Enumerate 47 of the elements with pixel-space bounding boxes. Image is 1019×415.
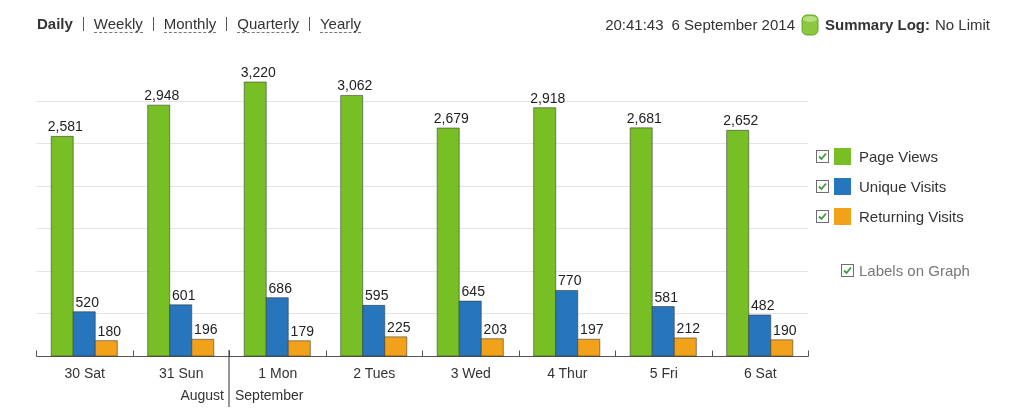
- data-label: 2,652: [723, 112, 759, 129]
- text: Daily: [37, 14, 73, 34]
- text: Weekly: [93, 15, 143, 33]
- data-label: 180: [97, 322, 122, 339]
- data-label: 203: [483, 320, 508, 337]
- data-label: 482: [751, 296, 775, 313]
- text: Summary Log:: [824, 15, 930, 35]
- legend-label: Returning Visits: [859, 207, 964, 225]
- legend-label: Unique Visits: [859, 177, 947, 195]
- data-label: 197: [580, 321, 604, 338]
- data-label: 520: [75, 293, 100, 310]
- data-label: 3,220: [240, 64, 276, 80]
- data-label: 645: [461, 283, 486, 300]
- data-label: 179: [290, 322, 315, 339]
- data-label: 196: [194, 321, 218, 338]
- data-label: 3,062: [337, 77, 373, 94]
- data-label: 212: [676, 319, 701, 336]
- x-tick-label: 2 Tues: [353, 364, 396, 381]
- data-label: 2,918: [530, 89, 566, 106]
- text: Yearly: [319, 15, 362, 33]
- text: Monthly: [163, 15, 217, 33]
- data-label: 2,679: [433, 110, 469, 127]
- x-tick-label: 5 Fri: [649, 364, 678, 381]
- data-label: 2,681: [626, 109, 662, 126]
- text: August: [180, 387, 225, 403]
- data-label: 601: [172, 286, 196, 303]
- x-tick-label: 6 Sat: [743, 364, 777, 381]
- data-label: 225: [387, 318, 411, 335]
- x-tick-label: 3 Wed: [450, 364, 491, 381]
- text: September: [235, 387, 304, 403]
- text: No Limit: [934, 15, 990, 35]
- text: 20:41:43: [605, 15, 664, 35]
- x-tick-label: 1 Mon: [258, 364, 298, 381]
- x-tick-label: 31 Sun: [159, 364, 204, 381]
- text: Labels on Graph: [859, 261, 970, 280]
- text: 6 September 2014: [671, 15, 795, 35]
- legend-label: Page Views: [859, 147, 938, 165]
- x-tick-label: 4 Thur: [547, 364, 588, 381]
- data-label: 2,581: [47, 118, 83, 135]
- x-tick-label: 30 Sat: [64, 364, 106, 381]
- data-label: 595: [365, 287, 389, 304]
- data-label: 190: [773, 321, 797, 338]
- text: Quarterly: [237, 15, 299, 33]
- data-label: 686: [268, 279, 293, 296]
- data-label: 770: [558, 272, 582, 289]
- data-label: 2,948: [144, 87, 180, 104]
- data-label: 581: [654, 288, 679, 305]
